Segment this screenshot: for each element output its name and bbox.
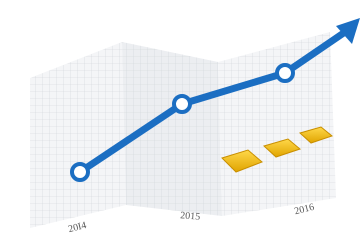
- illustration: 20I4 2015 2016: [0, 0, 363, 245]
- panel-grid: [122, 42, 222, 216]
- point: [277, 65, 293, 81]
- year-label: 2015: [180, 210, 201, 222]
- panel-grid: [218, 32, 336, 216]
- panel-grid: [30, 42, 126, 228]
- point: [174, 96, 190, 112]
- year-label: 20I4: [67, 220, 87, 235]
- grid-paper: [30, 32, 336, 228]
- arrow-head: [336, 18, 360, 44]
- point: [72, 164, 88, 180]
